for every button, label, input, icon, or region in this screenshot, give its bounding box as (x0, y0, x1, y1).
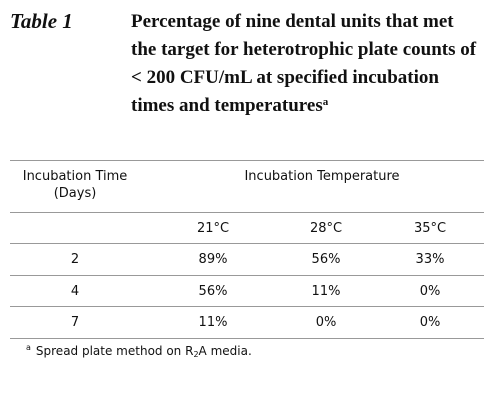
table-rule (10, 160, 484, 161)
table-label: Table 1 (10, 9, 73, 33)
table-cell: 11% (311, 283, 341, 299)
header-cell: Incubation Time (Days) (22, 169, 128, 201)
table-rule (10, 306, 484, 307)
table-rule (10, 338, 484, 339)
subheader-cell: 21°C (196, 221, 230, 236)
table-rule (10, 275, 484, 276)
table-cell: 33% (415, 252, 445, 267)
subheader-cell: 35°C (413, 221, 447, 236)
table-cell: 0% (419, 315, 441, 330)
table-cell: 89% (198, 252, 228, 267)
table-rule (10, 212, 484, 213)
table-cell: 56% (311, 252, 341, 267)
table-rule (10, 243, 484, 244)
footnote-text: Spread plate method on R (35, 344, 194, 358)
title-note-marker: a (322, 96, 329, 108)
footnote-marker: a (26, 343, 31, 352)
footnote-text-end: A media. (198, 344, 252, 358)
table-cell: 0% (315, 315, 337, 330)
footnote-subscript: 2 (193, 350, 199, 359)
table-cell: 0% (419, 283, 441, 299)
table-cell: 2 (70, 252, 80, 267)
header-cell: Incubation Temperature (244, 169, 400, 184)
title-text: Percentage of nine dental units that met… (131, 11, 477, 116)
table-cell: 56% (198, 283, 228, 299)
subheader-cell: 28°C (309, 221, 343, 236)
table-title: Percentage of nine dental units that met… (131, 8, 483, 120)
table-cell: 4 (70, 283, 80, 299)
table-cell: 7 (70, 315, 80, 330)
footnote: a Spread plate method on R2A media. (26, 343, 252, 359)
table-cell: 11% (198, 315, 228, 330)
